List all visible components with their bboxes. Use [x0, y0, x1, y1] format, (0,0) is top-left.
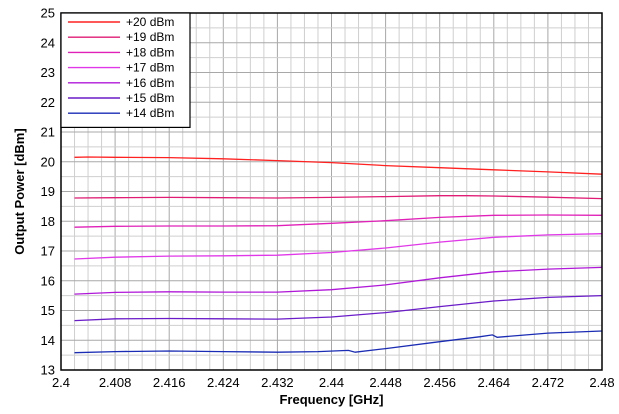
series-line-1 — [74, 156, 603, 175]
x-tick-label: 2.472 — [532, 375, 565, 390]
x-tick-labels: 2.4 2.408 2.416 2.424 2.432 2.44 2.448 2.456 2.4… — [52, 375, 615, 390]
legend-box — [60, 12, 191, 129]
x-tick-label: 2.48 — [589, 375, 614, 390]
x-tick-label: 2.464 — [478, 375, 511, 390]
y-tick-label: 14 — [41, 333, 55, 348]
legend-entry-label: +15 dBm — [126, 91, 174, 105]
y-tick-label: 15 — [41, 303, 55, 318]
y-tick-label: 21 — [41, 125, 55, 140]
y-tick-label: 25 — [41, 6, 55, 21]
x-tick-label: 2.432 — [261, 375, 294, 390]
x-axis-title: Frequency [GHz] — [279, 392, 383, 407]
y-axis-title: Output Power [dBm] — [12, 128, 27, 254]
legend-entry-label: +19 dBm — [126, 30, 174, 44]
x-tick-label: 2.408 — [99, 375, 132, 390]
legend-entry-label: +18 dBm — [126, 45, 174, 59]
x-tick-label: 2.448 — [369, 375, 402, 390]
y-tick-label: 16 — [41, 273, 55, 288]
series-line-2 — [74, 195, 603, 200]
y-tick-label: 20 — [41, 154, 55, 169]
y-tick-label: 19 — [41, 184, 55, 199]
x-tick-label: 2.44 — [319, 375, 344, 390]
y-tick-label: 22 — [41, 95, 55, 110]
y-tick-label: 13 — [41, 363, 55, 378]
series-line-5 — [74, 266, 603, 295]
legend: +20 dBm+19 dBm+18 dBm +17 dBm+16 dBm+15 d… — [60, 12, 191, 129]
legend-entry-label: +17 dBm — [126, 61, 174, 75]
x-tick-label: 2.4 — [52, 375, 70, 390]
x-tick-label: 2.456 — [423, 375, 456, 390]
series-line-6 — [74, 294, 603, 322]
y-tick-label: 18 — [41, 214, 55, 229]
plot-frame — [60, 12, 603, 371]
x-tick-label: 2.416 — [153, 375, 186, 390]
series-line-3 — [74, 214, 603, 228]
legend-entry-label: +20 dBm — [126, 15, 174, 29]
series-line-4 — [74, 233, 603, 260]
legend-entry-label: +14 dBm — [126, 106, 174, 120]
y-tick-label: 23 — [41, 65, 55, 80]
x-tick-label: 2.424 — [207, 375, 240, 390]
y-tick-label: 24 — [41, 35, 55, 50]
legend-entry-label: +16 dBm — [126, 76, 174, 90]
series-lines — [74, 156, 603, 354]
y-tick-label: 17 — [41, 244, 55, 259]
y-tick-labels: 13 14 15 16 17 18 19 20 21 22 23 24 25 — [41, 6, 55, 378]
series-line-7 — [74, 330, 603, 354]
